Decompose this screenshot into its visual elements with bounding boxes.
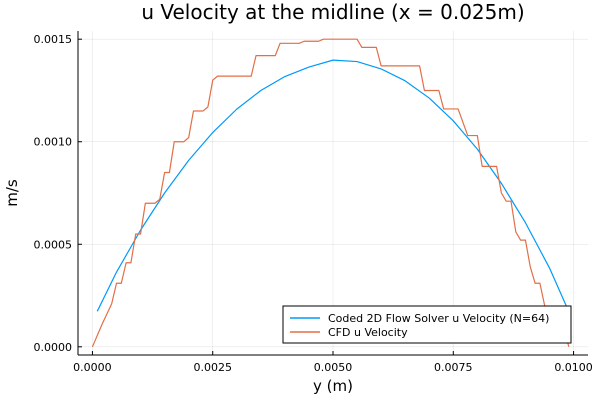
grid xyxy=(78,31,588,355)
y-tick-label: 0.0005 xyxy=(34,238,73,251)
y-tick-label: 0.0015 xyxy=(34,33,73,46)
legend-label-1: CFD u Velocity xyxy=(328,326,408,339)
chart-text: u Velocity at the midline (x = 0.025m) y… xyxy=(3,0,525,395)
y-tick-label: 0.0010 xyxy=(34,136,73,149)
x-tick-label: 0.0075 xyxy=(434,361,473,374)
legend-label-0: Coded 2D Flow Solver u Velocity (N=64) xyxy=(328,312,549,325)
chart-title: u Velocity at the midline (x = 0.025m) xyxy=(141,0,524,24)
series-layer xyxy=(91,38,570,348)
x-tick-label: 0.0000 xyxy=(73,361,112,374)
legend: Coded 2D Flow Solver u Velocity (N=64)CF… xyxy=(282,305,572,344)
x-axis-label: y (m) xyxy=(313,377,353,395)
axes: 0.0000 0.0025 0.0050 0.0075 0.0100 0.0000 0.00… xyxy=(34,31,593,374)
series-line-0 xyxy=(96,59,570,312)
x-tick-label: 0.0050 xyxy=(314,361,353,374)
y-axis-label: m/s xyxy=(3,179,21,207)
y-tick-label: 0.0000 xyxy=(34,341,73,354)
series-line-1 xyxy=(91,38,570,348)
legend-box xyxy=(282,305,572,344)
x-tick-label: 0.0025 xyxy=(193,361,232,374)
x-tick-label: 0.0100 xyxy=(554,361,593,374)
